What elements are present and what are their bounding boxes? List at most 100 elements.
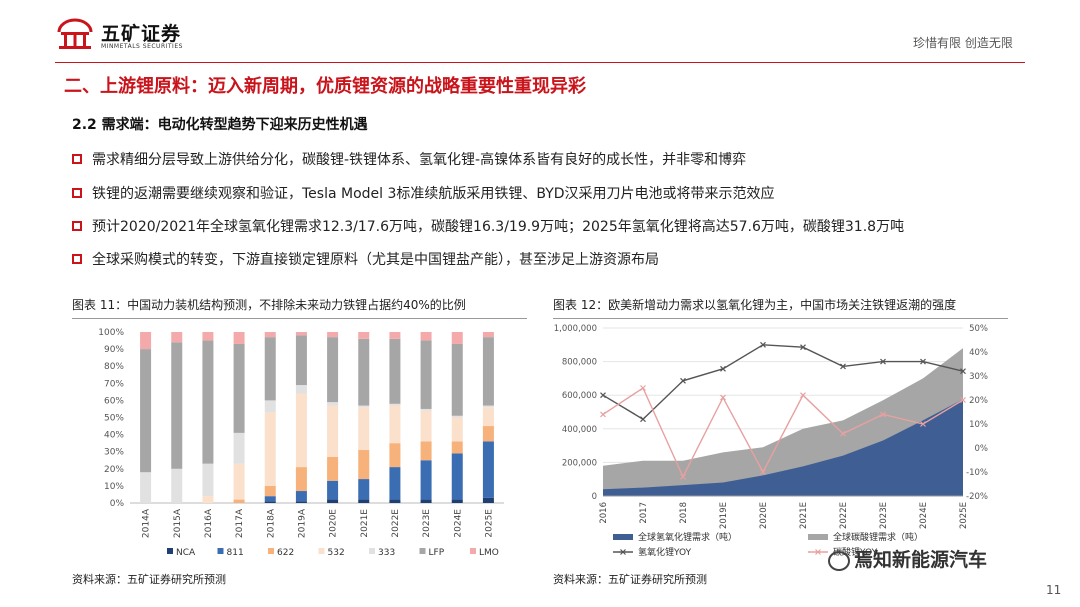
data-point-marker — [680, 377, 686, 384]
data-point-marker — [880, 358, 886, 365]
bar-segment-lmo — [389, 332, 401, 339]
bar-segment-lfp — [202, 340, 214, 464]
y2-tick-label: 30% — [969, 372, 988, 382]
data-point-marker — [640, 385, 646, 391]
bar-segment-lfp — [233, 343, 245, 433]
left-figure-source: 资料来源：五矿证券研究所预测 — [72, 573, 226, 586]
x-tick-label: 2014A — [142, 508, 152, 538]
line-series — [602, 386, 964, 479]
bar-segment-811 — [420, 460, 432, 500]
company-name: 五矿证券 — [101, 23, 182, 45]
x-tick-label: 2017 — [639, 502, 649, 524]
legend-label: 811 — [227, 548, 244, 558]
left-figure-title: 图表 11：中国动力装机结构预测，不排除未来动力铁锂占据约40%的比例 — [72, 298, 466, 312]
y2-tick-label: 40% — [969, 348, 988, 358]
y-tick-label: 20% — [104, 465, 124, 475]
bar-segment-lmo — [295, 332, 307, 336]
bar-segment-622 — [233, 499, 245, 503]
x-tick-label: 2018 — [679, 502, 689, 524]
x-tick-label: 2022E — [839, 502, 849, 529]
bar-segment-622 — [389, 443, 401, 468]
x-tick-label: 2016A — [204, 508, 214, 538]
right-figure-divider — [553, 318, 1008, 319]
x-tick-label: 2022E — [391, 509, 401, 538]
bar-segment-nca — [482, 497, 494, 503]
area-series — [603, 399, 963, 496]
bar-segment-811 — [482, 441, 494, 498]
bar-segment-811 — [295, 491, 307, 502]
lithium-demand-chart: 0 200,000 400,000 600,000 800,000 1,000,000 -2… — [554, 324, 988, 558]
bar-segment-lfp — [451, 343, 463, 416]
legend-label: 全球氢氧化锂需求（吨） — [638, 531, 737, 543]
bar-segment-622 — [482, 426, 494, 442]
company-name-english: MINMETALS SECURITIES — [101, 43, 183, 50]
data-point-marker — [600, 392, 606, 399]
legend-swatch — [167, 548, 173, 554]
bar-segment-622 — [358, 449, 370, 480]
data-point-marker — [600, 411, 606, 418]
bar-segment-333 — [451, 415, 463, 418]
bar-segment-nca — [358, 499, 370, 503]
line-series — [602, 344, 964, 421]
bar-segment-532 — [358, 407, 370, 450]
x-tick-label: 2019A — [297, 508, 307, 538]
x-tick-label: 2024E — [453, 509, 463, 538]
data-point-marker — [880, 411, 886, 418]
y2-tick-label: 50% — [969, 324, 988, 334]
bar-segment-622 — [264, 485, 276, 497]
bullet-square-icon — [72, 254, 82, 264]
company-slogan: 珍惜有限 创造无限 — [913, 36, 1013, 50]
company-logo-icon — [57, 18, 93, 49]
bar-segment-lfp — [482, 337, 494, 406]
x-tick-label: 2019E — [719, 502, 729, 529]
header-divider — [55, 62, 1025, 63]
bar-segment-lmo — [451, 332, 463, 344]
bar-segment-nca — [295, 501, 307, 503]
bar-segment-622 — [420, 441, 432, 461]
legend-swatch — [217, 548, 224, 554]
power-battery-structure-chart: 0% 10% 20% 30% 40% 50% 60% 70% 80% 90% 100% 2014A 20… — [98, 328, 504, 558]
y2-tick-label: 20% — [969, 396, 988, 406]
bar-segment-532 — [233, 463, 245, 500]
legend-swatch — [318, 548, 325, 554]
x-tick-label: 2018A — [266, 508, 276, 538]
data-point-marker — [680, 473, 686, 480]
x-tick-label: 2023E — [879, 502, 889, 529]
legend-label: 532 — [328, 548, 345, 558]
legend-swatch — [470, 548, 476, 554]
bullet-square-icon — [72, 221, 82, 231]
x-tick-label: 2025E — [959, 502, 969, 529]
bar-segment-lfp — [171, 342, 183, 469]
y-tick-label: 600,000 — [562, 391, 597, 401]
data-point-marker — [760, 341, 766, 348]
x-tick-label: 2023E — [422, 509, 432, 538]
bar-segment-nca — [264, 501, 276, 503]
bar-segment-lmo — [233, 332, 245, 344]
bar-segment-lfp — [389, 338, 401, 404]
y-tick-label: 800,000 — [562, 358, 597, 368]
y-tick-label: 1,000,000 — [554, 324, 597, 334]
x-tick-label: 2021E — [799, 502, 809, 529]
y-tick-label: 0% — [110, 499, 125, 509]
wechat-icon — [828, 550, 850, 571]
x-tick-label: 2017A — [235, 508, 245, 538]
bar-segment-lfp — [327, 337, 339, 403]
bar-segment-333 — [171, 468, 183, 503]
x-tick-label: 2021E — [360, 509, 370, 538]
bar-segment-532 — [264, 412, 276, 486]
bar-segment-nca — [327, 499, 339, 503]
y-tick-label: 60% — [104, 396, 124, 406]
bullet-item: 预计2020/2021年全球氢氧化锂需求12.3/17.6万吨，碳酸锂16.3/… — [72, 216, 904, 236]
x-tick-label: 2020E — [329, 509, 339, 538]
y-tick-label: 200,000 — [562, 458, 597, 468]
data-point-marker — [640, 416, 646, 423]
legend-label: NCA — [176, 548, 196, 558]
y-tick-label: 400,000 — [562, 425, 597, 435]
legend-label: 333 — [378, 548, 395, 558]
bullet-square-icon — [72, 154, 82, 164]
data-point-marker — [840, 363, 846, 370]
bullet-item: 全球采购模式的转变，下游直接锁定锂原料（尤其是中国锂盐产能），甚至涉足上游资源布… — [72, 249, 659, 269]
bar-segment-333 — [420, 408, 432, 411]
page-number: 11 — [1046, 583, 1062, 597]
bar-segment-811 — [389, 467, 401, 500]
